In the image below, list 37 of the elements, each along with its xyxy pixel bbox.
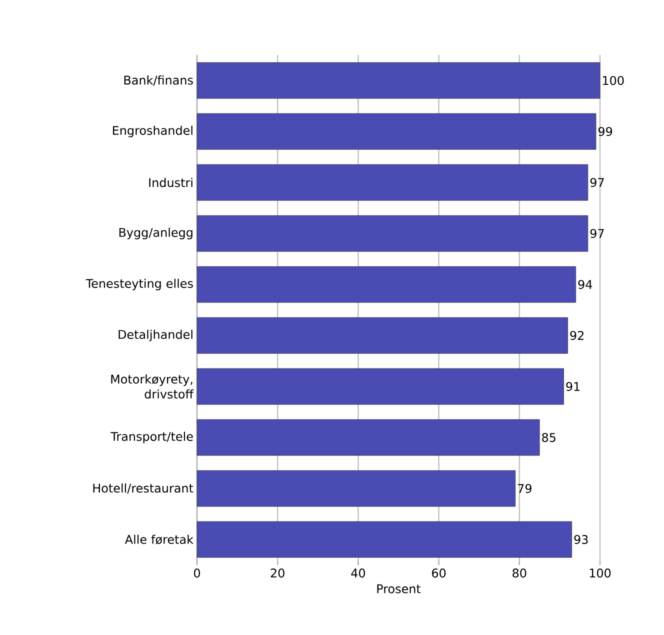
bar <box>196 368 564 405</box>
x-tick-label: 40 <box>351 568 366 578</box>
y-tick-label: Transport/tele <box>110 432 193 444</box>
bar <box>196 215 588 252</box>
bar <box>196 113 596 150</box>
x-tick-label: 20 <box>270 568 284 578</box>
data-label: 94 <box>578 280 592 290</box>
bar <box>196 470 516 507</box>
x-tick-label: 60 <box>432 568 446 578</box>
x-tick-label: 100 <box>590 568 611 578</box>
data-label: 97 <box>590 178 604 188</box>
y-tick-label: Hotell/restaurant <box>93 483 194 494</box>
data-label: 97 <box>590 228 604 238</box>
y-tick-label: Bank/finans <box>124 75 193 86</box>
y-tick-label: Detaljhandel <box>118 330 192 342</box>
data-label: 79 <box>518 484 532 494</box>
bar <box>196 266 576 303</box>
data-label: 85 <box>542 432 556 442</box>
y-tick-label: Motorkøyrety, drivstoff <box>111 374 194 399</box>
y-tick-label: Bygg/anlegg <box>119 228 192 240</box>
x-tick-label: 0 <box>194 568 200 578</box>
bar <box>196 419 540 456</box>
data-label: 99 <box>598 126 612 136</box>
bar <box>196 521 572 558</box>
y-tick-label: Engroshandel <box>112 126 192 138</box>
data-label: 91 <box>566 382 580 392</box>
y-tick-label: Tenesteyting elles <box>86 278 193 290</box>
y-tick-label: Industri <box>149 178 192 188</box>
bar <box>196 317 568 354</box>
bar <box>196 62 600 99</box>
y-tick-label: Alle føretak <box>124 534 194 544</box>
data-label: 92 <box>570 330 584 340</box>
bar <box>196 164 588 201</box>
x-axis-title: Prosent <box>377 584 421 594</box>
x-tick-label: 80 <box>512 568 526 578</box>
data-label: 100 <box>603 76 624 86</box>
data-label: 93 <box>574 534 588 544</box>
